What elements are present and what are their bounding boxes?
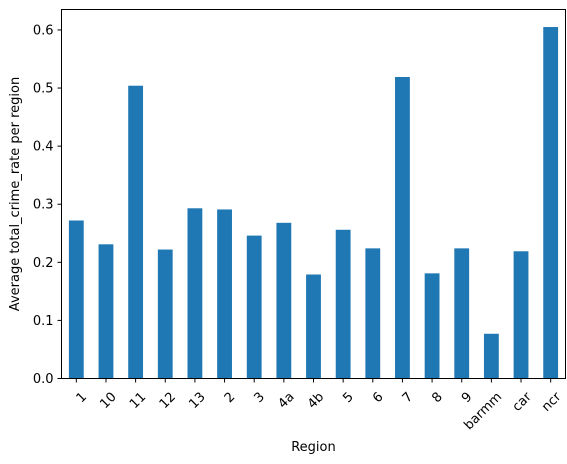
x-tick-label: 10 <box>97 390 119 412</box>
bar-2 <box>217 209 232 379</box>
bars-group <box>68 27 559 379</box>
bar-9 <box>454 248 470 379</box>
x-tick-label: 7 <box>400 390 416 406</box>
y-tick-label: 0.5 <box>33 82 54 97</box>
x-tick-label: car <box>510 389 536 415</box>
plot-frame <box>61 9 566 379</box>
x-tick-label: 6 <box>370 390 386 406</box>
x-tick-label: 9 <box>459 390 475 406</box>
bar-7 <box>395 77 410 379</box>
x-tick-label: 1 <box>74 390 90 406</box>
bar-4b <box>306 274 321 379</box>
x-tick-label: 2 <box>222 390 238 406</box>
bar-1 <box>68 220 84 379</box>
bar-11 <box>128 85 144 379</box>
bar-6 <box>365 248 381 379</box>
bar-4a <box>276 222 292 379</box>
bar-car <box>513 251 529 379</box>
bar-10 <box>98 244 114 379</box>
x-tick-label: 4a <box>275 390 297 412</box>
x-tick-label: 3 <box>251 390 267 406</box>
x-tick-label: 8 <box>429 390 445 406</box>
bar-12 <box>157 249 173 379</box>
y-tick-label: 0.6 <box>33 23 54 38</box>
bar-ncr <box>543 27 559 379</box>
bar-8 <box>424 273 440 379</box>
x-tick-label: 12 <box>157 390 179 412</box>
x-tick-label: 13 <box>186 390 208 412</box>
x-tick-label: 4b <box>305 390 327 412</box>
y-tick-label: 0.4 <box>33 140 54 155</box>
y-tick-label: 0.0 <box>33 372 54 387</box>
x-tick-label: 5 <box>340 390 356 406</box>
y-axis-label: Average total_crime_rate per region <box>8 77 23 311</box>
y-tick-label: 0.3 <box>33 198 54 213</box>
bar-5 <box>335 229 351 379</box>
x-tick-label: ncr <box>539 389 565 415</box>
y-axis: 0.0 0.1 0.2 0.3 0.4 0.5 0.6 <box>33 23 62 387</box>
bar-13 <box>187 208 203 379</box>
x-axis-label: Region <box>291 440 336 455</box>
x-tick-label: 11 <box>127 390 149 412</box>
bar-3 <box>246 235 262 379</box>
bar-barmm <box>483 333 499 379</box>
y-tick-label: 0.1 <box>33 314 54 329</box>
y-tick-label: 0.2 <box>33 256 54 271</box>
